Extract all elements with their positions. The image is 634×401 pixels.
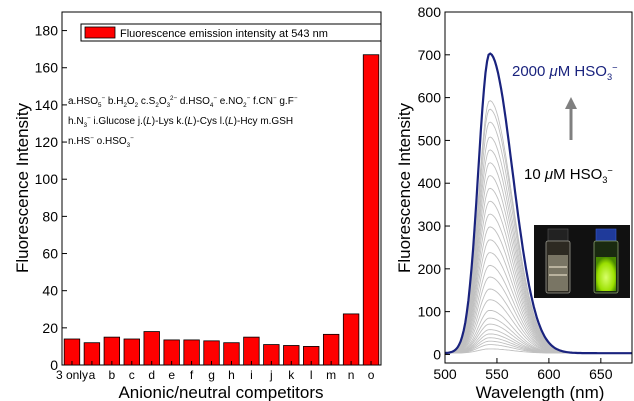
spectra-plot-frame: [444, 11, 633, 364]
spectra-x-axis: 500 550 600 650: [433, 358, 613, 382]
y-tick-label: 0: [50, 357, 58, 373]
bar: [143, 331, 160, 366]
x-tick-label: i: [250, 368, 253, 382]
bar: [103, 336, 121, 366]
competitor-key: a.HSO5− b.H2O2 c.S2O32− d.HSO4− e.NO2− f…: [68, 95, 298, 149]
x-tick-label: 500: [433, 366, 457, 382]
legend-swatch: [84, 26, 116, 39]
bar-chart-plot-frame: [61, 11, 382, 366]
competitor-key-line: h.N3− i.Glucose j.(L)-Lys k.(L)-Cys l.(L…: [68, 115, 293, 129]
x-tick-label: 550: [485, 366, 509, 382]
bar-chart-x-axis: 3 only a b c d e f g h i j k l m n o: [56, 361, 375, 382]
increase-arrow: [565, 97, 577, 140]
y-tick-label: 600: [418, 90, 442, 106]
legend-frame: [80, 23, 382, 42]
spectrum-curve-2000uM: [444, 52, 632, 355]
spectra-y-axis-label: Fluorescence Intensity: [395, 102, 414, 273]
y-tick-label: 400: [418, 175, 442, 191]
x-tick-label: h: [228, 368, 235, 382]
spectra-y-axis: 0 100 200 300 400 500 600 700 800: [418, 4, 450, 362]
bar-chart-y-axis: 0 20 40 60 80 100 120 140 160 180: [35, 23, 67, 373]
y-tick-label: 0: [433, 346, 441, 362]
x-tick-label: f: [190, 368, 194, 382]
y-tick-label: 80: [42, 208, 58, 224]
x-tick-label: a: [89, 368, 96, 382]
x-tick-label: l: [310, 368, 313, 382]
x-tick-label: k: [288, 368, 295, 382]
x-tick-label: 650: [589, 366, 613, 382]
y-tick-label: 200: [418, 261, 442, 277]
y-tick-label: 100: [418, 304, 442, 320]
y-tick-label: 60: [42, 246, 58, 262]
bar: [342, 313, 360, 366]
vials-photo-drawing: [534, 225, 630, 298]
vial-right-cap: [595, 228, 617, 242]
vial-left-cap: [547, 228, 569, 242]
y-tick-label: 700: [418, 47, 442, 63]
x-tick-label: c: [129, 368, 135, 382]
label-10uM: 10 μM HSO3−: [524, 165, 613, 185]
vial-right-liquid: [596, 257, 616, 291]
competitor-key-line: a.HSO5− b.H2O2 c.S2O32− d.HSO4− e.NO2− f…: [68, 95, 298, 109]
y-tick-label: 100: [35, 171, 59, 187]
x-tick-label: n: [348, 368, 355, 382]
x-tick-label: b: [109, 368, 116, 382]
bar-chart-bars: [63, 54, 380, 366]
y-tick-label: 160: [35, 60, 59, 76]
x-tick-label: 3 only: [56, 368, 88, 382]
x-tick-label: 600: [537, 366, 561, 382]
legend-label: Fluorescence emission intensity at 543 n…: [120, 28, 328, 40]
x-tick-label: j: [269, 368, 273, 382]
y-tick-label: 300: [418, 218, 442, 234]
arrow-head: [565, 97, 577, 109]
bar: [362, 54, 380, 366]
label-2000uM-text: 2000 μM HSO3−: [512, 62, 618, 82]
y-tick-label: 180: [35, 23, 59, 39]
x-tick-label: g: [208, 368, 215, 382]
y-tick-label: 40: [42, 283, 58, 299]
spectra-x-axis-label: Wavelength (nm): [476, 383, 605, 401]
x-tick-label: e: [168, 368, 175, 382]
vial-left-liquid: [548, 255, 568, 291]
emission-spectra: [444, 52, 632, 355]
spectra-chart: 0 100 200 300 400 500 600 700 800 500 550 600 650 2…: [395, 4, 633, 401]
y-tick-label: 500: [418, 132, 442, 148]
y-tick-label: 800: [418, 4, 442, 20]
x-tick-label: m: [326, 368, 336, 382]
x-tick-label: d: [148, 368, 155, 382]
bar-chart-y-axis-label: Fluorescence Intensity: [13, 102, 32, 273]
bar-chart-x-axis-label: Anionic/neutral competitors: [118, 383, 323, 401]
x-tick-label: o: [368, 368, 375, 382]
vials-photo: [534, 225, 630, 298]
y-tick-label: 20: [42, 320, 58, 336]
bar: [322, 333, 340, 366]
bar-chart: 0 20 40 60 80 100 120 140 160 180 3 only a b c d e f g h i…: [13, 11, 382, 401]
bar: [243, 336, 260, 366]
label-2000uM: 2000 μM HSO3−: [512, 62, 618, 82]
y-tick-label: 140: [35, 97, 59, 113]
bar-chart-legend: Fluorescence emission intensity at 543 n…: [80, 23, 382, 42]
y-tick-label: 120: [35, 134, 59, 150]
competitor-key-line: n.HS− o.HSO3−: [68, 135, 134, 149]
label-10uM-text: 10 μM HSO3−: [524, 165, 613, 185]
